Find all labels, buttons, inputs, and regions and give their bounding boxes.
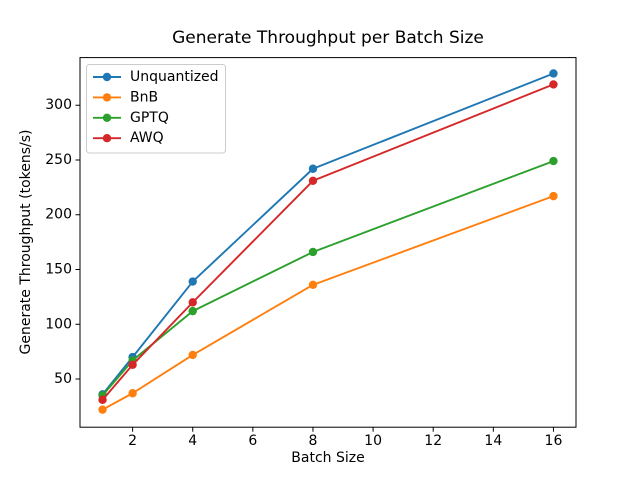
x-tick-label: 2 bbox=[128, 433, 137, 449]
data-point-gptq bbox=[308, 247, 318, 257]
data-point-bnb bbox=[128, 389, 137, 398]
data-point-bnb bbox=[308, 280, 318, 290]
plot-border bbox=[79, 57, 577, 428]
data-point-awq bbox=[98, 395, 107, 405]
data-point-awq bbox=[188, 298, 197, 307]
legend-label-awq: AWQ bbox=[130, 130, 164, 146]
legend bbox=[86, 64, 226, 154]
y-tick-label: 250 bbox=[45, 152, 72, 168]
data-point-bnb bbox=[549, 191, 558, 201]
y-tick-label: 100 bbox=[45, 316, 72, 332]
data-point-unquantized bbox=[308, 164, 318, 173]
x-tick-label: 16 bbox=[545, 433, 563, 449]
legend-marker bbox=[102, 134, 112, 143]
data-point-bnb bbox=[188, 350, 197, 360]
x-tick-label: 6 bbox=[248, 433, 257, 449]
series-line-bnb bbox=[101, 195, 555, 411]
legend-marker bbox=[102, 72, 112, 82]
data-point-awq bbox=[549, 80, 558, 89]
chart-title: Generate Throughput per Batch Size bbox=[172, 28, 484, 48]
x-tick-label: 8 bbox=[309, 433, 318, 449]
data-point-awq bbox=[128, 360, 137, 369]
legend-label-unquantized: Unquantized bbox=[130, 69, 219, 85]
legend-marker bbox=[102, 113, 112, 123]
x-tick-label: 12 bbox=[424, 433, 442, 449]
legend-label-gptq: GPTQ bbox=[130, 110, 169, 126]
y-tick-label: 300 bbox=[45, 97, 72, 113]
y-tick-label: 150 bbox=[45, 262, 72, 278]
data-point-bnb bbox=[98, 405, 107, 414]
y-tick-label: 200 bbox=[45, 207, 72, 223]
data-point-unquantized bbox=[549, 69, 558, 78]
legend-marker bbox=[102, 93, 112, 102]
x-tick-label: 4 bbox=[188, 433, 197, 449]
data-point-gptq bbox=[549, 156, 558, 166]
data-point-awq bbox=[308, 176, 318, 185]
series-line-gptq bbox=[101, 160, 555, 397]
data-point-unquantized bbox=[188, 277, 197, 286]
data-point-gptq bbox=[188, 306, 197, 316]
y-tick-label: 50 bbox=[54, 371, 72, 387]
legend-label-bnb: BnB bbox=[130, 89, 158, 105]
y-axis-label: Generate Throughput (tokens/s) bbox=[18, 129, 34, 355]
x-tick-label: 10 bbox=[364, 433, 382, 449]
x-axis-label: Batch Size bbox=[291, 450, 365, 466]
x-tick-label: 14 bbox=[484, 433, 502, 449]
